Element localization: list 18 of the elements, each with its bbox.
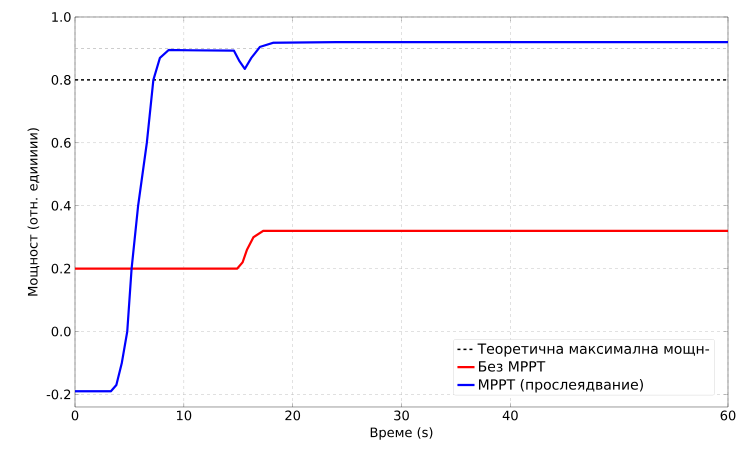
x-tick-label: 60 xyxy=(720,410,736,420)
x-tick-label: 30 xyxy=(394,410,409,420)
x-tick-label: 40 xyxy=(502,410,518,420)
legend-label: Теоретична максимална мощн- xyxy=(478,344,710,357)
legend-label: Без MPPT xyxy=(478,361,546,372)
legend-label: MPPT (прослеядвание) xyxy=(478,378,643,393)
y-tick-label: 0.2 xyxy=(52,264,70,274)
y-tick-label: -0.2 xyxy=(46,389,70,400)
y-tick-label: 1.0 xyxy=(52,12,71,22)
x-tick-label: 0 xyxy=(72,410,78,420)
y-tick-label: 0.6 xyxy=(52,138,71,148)
y-tick-label: 0.4 xyxy=(52,200,71,211)
x-tick-label: 20 xyxy=(285,410,300,420)
y-tick-label: 0.0 xyxy=(52,326,71,336)
x-axis-title: Време (s) xyxy=(370,427,432,440)
y-axis-title: Мощност (отн. едиииии) xyxy=(28,128,40,296)
y-tick-label: 0.8 xyxy=(52,74,71,85)
x-tick-label: 10 xyxy=(176,410,192,420)
